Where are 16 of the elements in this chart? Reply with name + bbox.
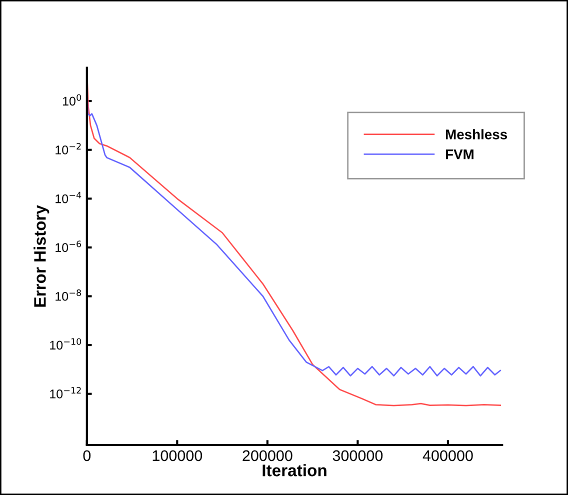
y-tick-label: 10$^{0}$ [62, 94, 82, 106]
y-tick-label: 10$^{−4}$ [56, 192, 82, 204]
x-axis-title: Iteration [262, 464, 326, 476]
x-tick-label: 200000 [242, 450, 292, 462]
legend-label: FVM [446, 150, 474, 160]
y-tick-label: 10$^{−6}$ [56, 240, 82, 252]
y-tick-label: 10$^{−10}$ [50, 338, 82, 350]
y-tick-label: 10$^{−2}$ [56, 142, 81, 154]
legend-label: Meshless [446, 129, 507, 140]
x-tick-label: 100000 [152, 450, 202, 462]
x-tick-label: 300000 [332, 450, 383, 462]
x-tick-label: 400000 [422, 450, 473, 462]
y-axis-title: Error History [34, 205, 50, 307]
y-tick-label: 10$^{−8}$ [56, 289, 81, 301]
y-tick-label: 10$^{−12}$ [50, 386, 81, 398]
x-tick-label: 0 [83, 450, 91, 462]
